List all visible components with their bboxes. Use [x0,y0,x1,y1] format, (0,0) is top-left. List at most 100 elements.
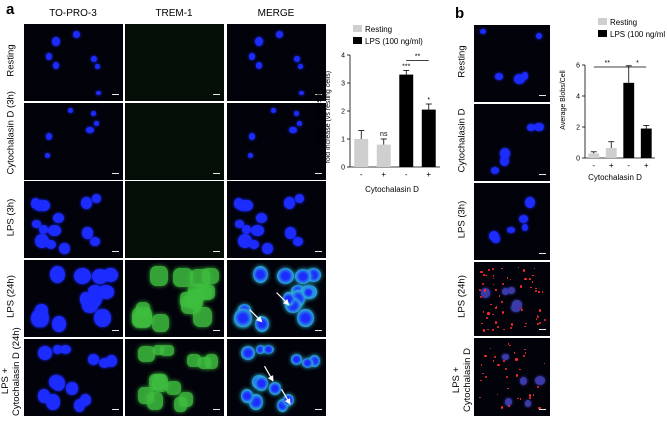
cell [248,240,259,250]
x-tick-label: - [627,161,630,170]
cell [256,62,263,69]
cell [67,107,73,113]
cell [74,398,86,412]
red-blob [483,289,486,292]
red-blob [508,404,511,407]
cell [521,72,528,80]
cell [276,268,294,285]
red-blob [529,278,532,280]
red-blob [496,393,499,396]
cell [501,287,510,296]
arrow-icon [263,365,274,382]
red-blob [497,363,500,366]
cell [153,344,165,356]
red-blob [487,269,491,272]
micrograph-b-r2 [474,104,550,181]
cell [289,126,297,134]
red-blob [502,311,505,314]
cell [52,37,60,47]
cell [165,380,181,396]
red-blob [487,328,489,331]
cell [505,397,513,406]
cell [173,268,193,287]
cell [47,224,62,236]
cell [51,316,67,332]
cell [270,107,276,113]
micrograph-a-r2-c3 [227,103,326,180]
cell [72,30,81,38]
cell [79,393,92,407]
cell [514,73,526,84]
cell [297,64,303,69]
cell [303,286,314,298]
micrograph-a-r5-c1 [24,339,123,416]
bar-resting [354,139,369,167]
annotation-star: * [636,60,639,67]
cell [53,62,60,69]
cell [91,193,102,204]
red-blob [515,357,518,361]
legend-lps-swatch [598,30,607,37]
cell [512,299,522,310]
red-blob [538,406,541,410]
bar-resting [588,153,600,158]
red-blob [538,291,541,293]
cell [292,236,303,246]
cell [519,215,528,224]
red-blob [481,322,483,325]
red-blob [492,283,495,286]
micrograph-a-r5-c2 [125,339,224,416]
cell [296,121,303,126]
cell [294,269,312,285]
cell [479,29,486,35]
red-blob [524,325,527,328]
y-axis-label-line2: fold increase (vs resting cells) [325,71,332,163]
red-blob [520,306,523,309]
micrograph-a-r1-c3 [227,24,326,101]
cell [89,236,100,246]
cell [44,153,50,159]
red-blob [521,308,524,311]
cell [481,288,491,298]
legend-resting-label-b: Resting [610,18,637,27]
cell [255,213,268,224]
red-blob [481,283,485,286]
cell [294,193,305,204]
chart-b-average-blobs: Resting LPS (100 ng/ml) Average Blobs/Ce… [560,18,665,182]
x-tick-label: + [609,161,614,170]
red-blob [501,267,503,269]
cell [60,345,72,355]
cell [495,73,504,81]
scale-bar [539,253,546,254]
red-blob [532,274,534,277]
cell [299,91,304,95]
red-blob [506,376,509,378]
red-blob [519,398,522,401]
scale-bar [539,329,546,330]
cell [488,231,499,242]
row-label-b-2: Cytochalasin D [456,108,468,172]
y-tick-label: 1 [341,137,345,144]
red-blob [519,285,522,288]
column-heading-trem1: TREM-1 [155,8,193,19]
chart-a-trem1-expression: Resting LPS (100 ng/ml) TREM-1 expressio… [316,25,440,194]
red-blob [537,386,540,388]
cell [197,357,212,369]
cell [268,382,282,395]
cell [179,392,193,407]
micrograph-a-r4-c1 [24,260,123,337]
red-blob [480,295,483,299]
red-blob [539,309,542,312]
cell [50,266,66,284]
cell [301,357,313,368]
cell [152,314,169,333]
cell [297,308,314,327]
cell [91,55,97,62]
cell [248,53,255,60]
y-tick-label: 3 [341,81,345,88]
cell [275,30,284,38]
scale-bar [112,94,119,95]
cell [507,226,515,233]
red-blob [480,379,483,382]
bar-lps [399,74,414,167]
